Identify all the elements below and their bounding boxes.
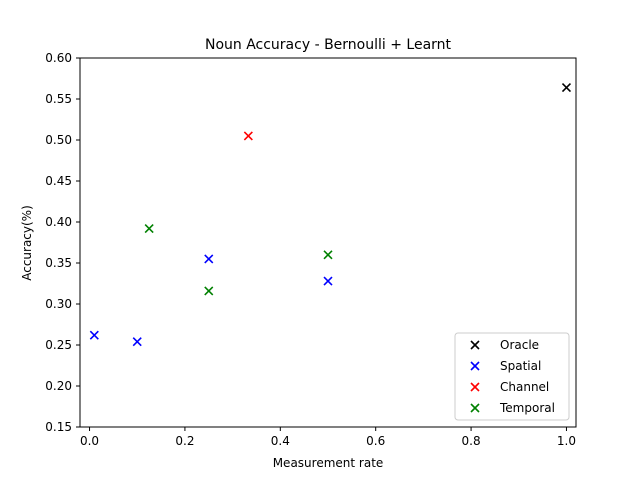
x-tick-label: 0.6 (366, 434, 385, 448)
x-tick-label: 0.0 (80, 434, 99, 448)
point-spatial (89, 330, 99, 340)
point-temporal (144, 223, 154, 234)
y-tick-label: 0.60 (45, 51, 72, 65)
point-temporal (323, 250, 333, 260)
legend-label: Oracle (500, 338, 539, 352)
legend-marker-temporal (470, 403, 480, 413)
y-axis-label: Accuracy(%) (20, 205, 34, 281)
legend: Oracle Spatial Channel Temporal (454, 332, 570, 421)
legend-marker-oracle (470, 340, 480, 350)
y-tick-label: 0.45 (45, 174, 72, 188)
legend-marker-spatial (470, 361, 480, 371)
legend-box (454, 332, 570, 421)
point-spatial (204, 254, 214, 264)
point-spatial (323, 276, 333, 286)
chart-title: Noun Accuracy - Bernoulli + Learnt (205, 37, 452, 53)
x-tick-label: 0.8 (462, 434, 481, 448)
x-tick-label: 0.2 (175, 434, 194, 448)
y-tick-label: 0.35 (45, 256, 72, 270)
point-oracle (561, 82, 572, 93)
legend-label: Temporal (499, 401, 555, 415)
y-tick-label: 0.20 (45, 379, 72, 393)
plot-area (89, 82, 572, 347)
x-axis-label: Measurement rate (273, 456, 384, 470)
legend-label: Channel (500, 380, 549, 394)
point-channel (243, 131, 253, 141)
legend-marker-channel (470, 382, 480, 392)
plot-frame (79, 57, 577, 428)
axis-ticks: 0.0 0.2 0.4 0.6 0.8 1.0 0.15 0.20 0.25 0.30 0.35 0.… (45, 51, 576, 448)
x-tick-label: 0.4 (271, 434, 290, 448)
y-tick-label: 0.50 (45, 133, 72, 147)
y-tick-label: 0.15 (45, 420, 72, 434)
point-temporal (204, 286, 214, 296)
y-tick-label: 0.40 (45, 215, 72, 229)
y-tick-label: 0.25 (45, 338, 72, 352)
legend-label: Spatial (500, 359, 541, 373)
x-tick-label: 1.0 (557, 434, 576, 448)
point-spatial (132, 337, 142, 347)
y-tick-label: 0.30 (45, 297, 72, 311)
y-tick-label: 0.55 (45, 92, 72, 106)
